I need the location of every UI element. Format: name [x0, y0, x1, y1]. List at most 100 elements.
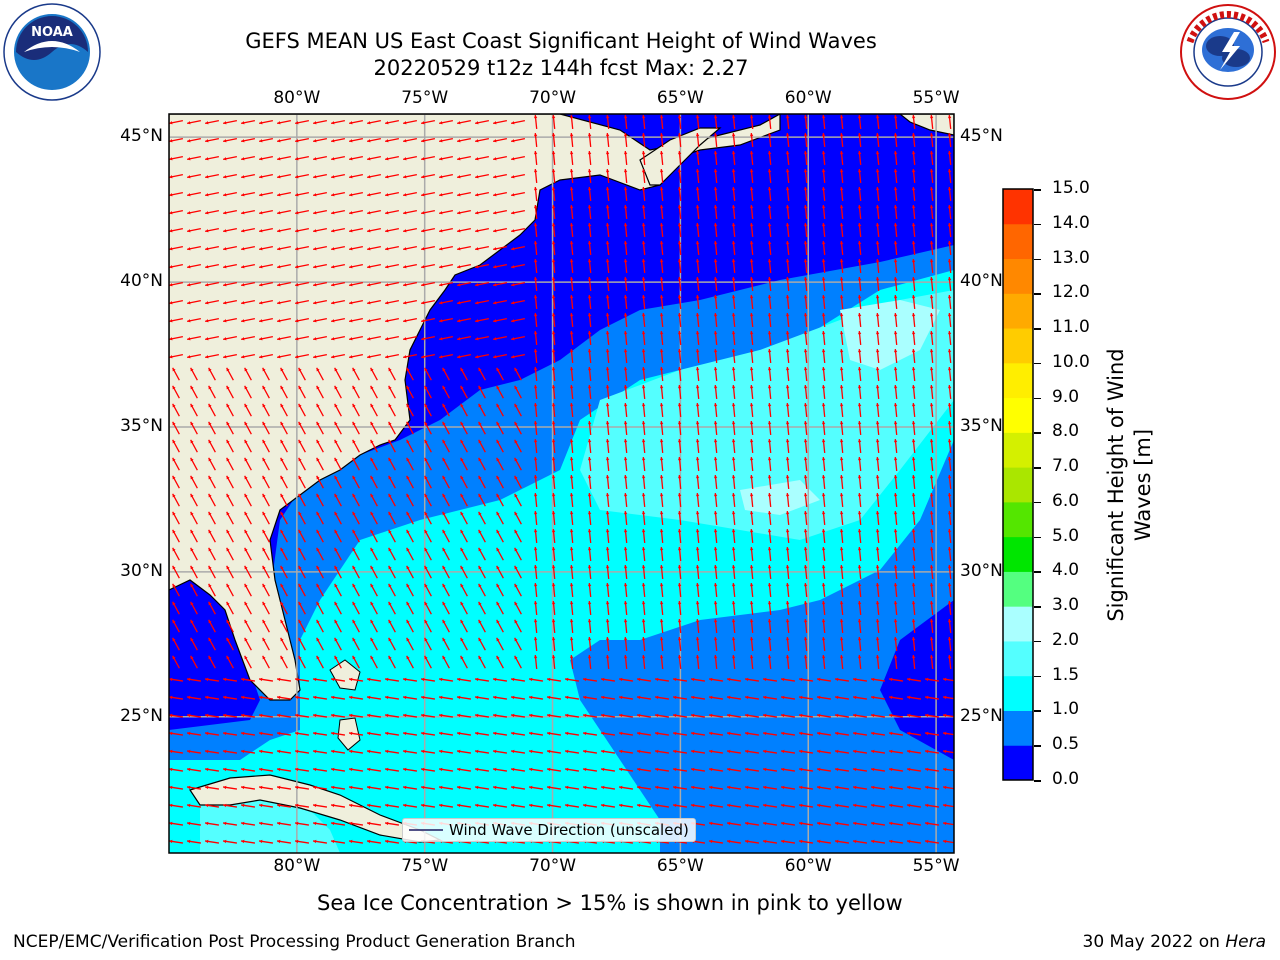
wave-arrow-head	[439, 355, 443, 359]
wave-arrow-head	[695, 223, 700, 227]
wave-arrow-head	[475, 157, 479, 161]
wave-arrow-head	[223, 121, 227, 125]
wave-arrow-head	[875, 349, 880, 353]
wave-arrow-head	[767, 367, 772, 371]
wave-arrow-head	[367, 211, 371, 215]
wave-arrow-head	[223, 193, 227, 197]
wave-arrow-head	[475, 785, 479, 790]
wave-arrow-head	[713, 601, 718, 605]
wave-arrow-head	[439, 785, 443, 790]
wave-arrow-head	[605, 205, 610, 209]
wave-arrow-head	[695, 529, 700, 533]
wave-arrow-head	[226, 655, 230, 660]
wave-arrow-head	[911, 457, 916, 461]
wave-arrow-head	[889, 767, 893, 772]
wave-arrow-head	[839, 115, 844, 119]
wave-arrow-head	[803, 133, 808, 137]
wave-arrow-head	[605, 349, 610, 353]
wave-arrow-head	[929, 511, 934, 515]
wave-arrow-head	[673, 695, 677, 700]
wave-arrow-head	[785, 655, 790, 659]
wave-arrow-head	[169, 337, 173, 341]
wave-arrow-head	[424, 583, 428, 588]
wave-arrow-head	[406, 565, 410, 570]
wave-arrow-head	[205, 677, 209, 682]
wave-arrow-head	[241, 265, 245, 269]
wave-arrow-head	[352, 511, 356, 516]
wave-arrow-head	[349, 355, 353, 359]
wave-arrow-head	[406, 511, 410, 516]
wave-arrow-head	[893, 259, 898, 263]
wave-arrow-head	[551, 349, 556, 353]
wave-arrow-head	[551, 655, 556, 659]
wave-arrow-head	[623, 403, 628, 407]
wave-arrow-head	[709, 713, 713, 718]
wave-arrow-head	[259, 301, 263, 305]
wave-arrow-head	[457, 695, 461, 700]
wave-arrow-head	[569, 637, 574, 641]
wave-arrow-head	[749, 601, 754, 605]
wave-arrow-head	[857, 475, 862, 479]
wave-arrow-head	[514, 583, 518, 588]
wave-arrow-head	[385, 337, 389, 341]
wave-arrow-head	[727, 677, 731, 682]
wave-arrow-head	[677, 151, 682, 155]
wave-arrow-head	[803, 187, 808, 191]
wave-arrow-head	[334, 475, 338, 480]
wave-arrow-head	[857, 403, 862, 407]
wave-arrow-head	[767, 277, 772, 281]
wave-arrow-head	[911, 601, 916, 605]
wave-arrow-head	[514, 511, 518, 516]
wave-arrow-head	[943, 785, 947, 790]
wave-arrow-head	[745, 695, 749, 700]
wave-arrow-head	[551, 241, 556, 245]
wave-arrow-head	[406, 601, 410, 606]
wave-arrow-head	[763, 785, 767, 790]
wave-arrow-head	[514, 637, 518, 642]
wave-arrow-head	[893, 205, 898, 209]
wave-arrow-head	[533, 403, 538, 407]
wave-arrow-head	[493, 337, 497, 341]
wave-arrow-head	[533, 421, 538, 425]
wave-arrow-head	[857, 151, 862, 155]
wave-arrow-head	[187, 839, 191, 844]
wave-arrow-head	[713, 619, 718, 623]
wave-arrow-head	[190, 403, 194, 408]
wave-arrow-head	[511, 785, 515, 790]
wave-arrow-head	[187, 121, 191, 125]
wave-arrow-head	[547, 749, 551, 754]
colorbar-tick-mark	[1034, 501, 1041, 504]
wave-arrow-head	[403, 283, 407, 287]
wave-arrow-head	[911, 205, 916, 209]
wave-arrow-head	[295, 175, 299, 179]
wave-arrow-head	[695, 151, 700, 155]
wave-arrow-head	[605, 367, 610, 371]
wave-arrow-head	[241, 821, 245, 826]
wave-arrow-head	[551, 493, 556, 497]
wave-arrow-head	[313, 265, 317, 269]
wave-arrow-head	[388, 439, 392, 444]
wave-arrow-head	[493, 749, 497, 754]
wave-arrow-head	[695, 295, 700, 299]
wave-arrow-head	[349, 713, 353, 718]
wave-arrow-head	[947, 511, 952, 515]
wave-arrow-head	[298, 493, 302, 498]
wave-arrow-head	[280, 475, 284, 480]
wave-arrow-head	[929, 169, 934, 173]
wave-arrow-head	[298, 511, 302, 516]
wave-arrow-head	[659, 385, 664, 389]
wave-arrow-head	[511, 355, 515, 359]
wave-arrow-head	[244, 457, 248, 462]
wave-arrow-head	[208, 403, 212, 408]
wave-arrow-head	[907, 785, 911, 790]
wave-arrow-head	[875, 511, 880, 515]
wave-arrow-head	[478, 439, 482, 444]
wave-arrow-head	[749, 583, 754, 587]
wave-arrow-head	[349, 265, 353, 269]
wave-arrow-head	[406, 493, 410, 498]
wave-arrow-head	[331, 713, 335, 718]
wave-arrow-head	[871, 695, 875, 700]
wave-arrow-head	[731, 223, 736, 227]
wave-arrow-head	[691, 731, 695, 736]
wave-arrow-head	[641, 547, 646, 551]
